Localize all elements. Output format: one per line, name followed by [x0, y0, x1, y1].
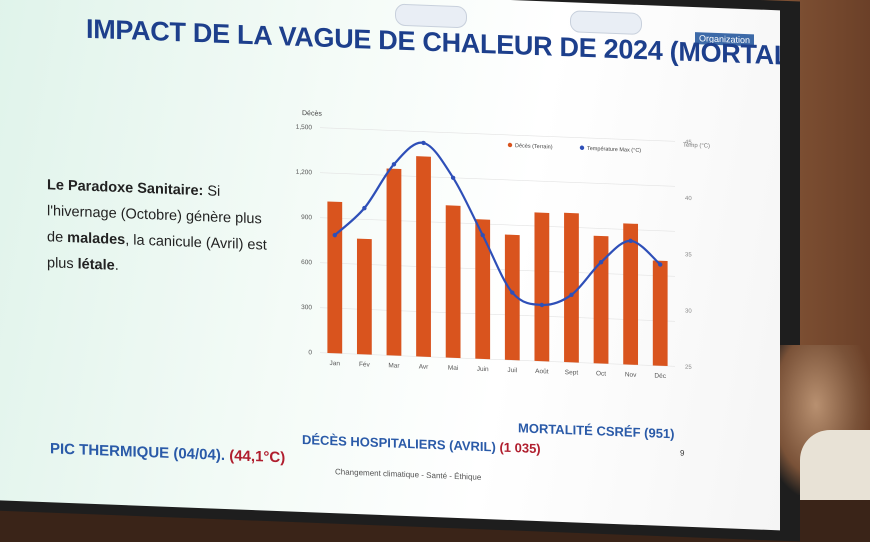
y2-tick-label: 30 [685, 308, 692, 314]
temperature-point-jan [332, 232, 337, 238]
bar-jan [327, 201, 343, 354]
temperature-point-fév [362, 205, 367, 211]
x-tick-label: Nov [625, 371, 637, 378]
gridline [320, 127, 675, 142]
bar-fév [356, 238, 372, 355]
x-tick-label: Juil [507, 367, 517, 374]
y2-tick-label: 35 [685, 252, 692, 258]
paradox-paragraph: Le Paradoxe Sanitaire: Si l'hivernage (O… [47, 172, 277, 285]
x-tick-label: Oct [596, 370, 606, 377]
y-tick-label: 300 [301, 304, 312, 311]
y-tick-label: 600 [301, 259, 312, 266]
hospital-deaths-value: (1 035) [499, 439, 541, 457]
y2-tick-label: 40 [685, 196, 692, 202]
organization-logo-badge [570, 10, 642, 36]
y-tick-label: 1,200 [296, 169, 313, 177]
legend-label-temperature: Température Max (°C) [587, 146, 641, 154]
x-tick-label: Déc [654, 373, 666, 380]
temperature-point-oct [598, 260, 604, 265]
bar-mai [445, 205, 461, 359]
x-tick-label: Août [535, 368, 549, 376]
thermal-peak-value: (44,1°C) [229, 447, 286, 467]
thermal-peak-stat: PIC THERMIQUE (04/04). (44,1°C) [50, 440, 285, 466]
bar-juil [504, 234, 520, 361]
legend-swatch-temperature [579, 145, 585, 150]
temperature-line [334, 141, 661, 307]
gridline [320, 307, 675, 322]
x-tick-label: Mar [388, 362, 400, 369]
slide-footer: Changement climatique - Santé - Éthique [335, 467, 482, 482]
temperature-point-mar [391, 162, 397, 167]
gridline [320, 352, 675, 367]
bar-juin [475, 219, 491, 360]
x-tick-label: Juin [477, 366, 489, 373]
x-tick-label: Sept [565, 369, 579, 377]
temperature-point-nov [628, 238, 633, 244]
y-tick-label: 900 [301, 214, 312, 221]
temperature-point-sept [569, 292, 574, 298]
thermal-peak-label: PIC THERMIQUE (04/04). [50, 440, 226, 465]
y2-tick-label: 25 [685, 365, 692, 371]
legend-label-deaths: Décès (Terrain) [515, 143, 553, 150]
bar-sept [564, 212, 579, 363]
presenter-sleeve [800, 430, 870, 500]
temperature-point-juin [480, 232, 485, 238]
hospital-deaths-stat: DÉCÈS HOSPITALIERS (AVRIL) (1 035) [302, 432, 541, 456]
gridline [320, 262, 675, 277]
mortality-chart: Décès Temp (°C) 0 300 600 900 1,200 1,500 25 30 35… [296, 110, 710, 380]
paradox-bold-malades: malades [67, 229, 126, 249]
y-tick-label: 1,500 [296, 124, 313, 132]
bar-août [534, 212, 550, 362]
y2-axis-label: Temp (°C) [683, 143, 710, 150]
x-tick-label: Fév [359, 361, 371, 368]
y-tick-label: 0 [308, 349, 312, 356]
temperature-point-juil [510, 290, 515, 295]
hospital-deaths-label: DÉCÈS HOSPITALIERS (AVRIL) [302, 431, 496, 455]
gridline [320, 217, 675, 232]
bar-mar [386, 168, 402, 356]
x-tick-label: Jan [330, 360, 341, 367]
y2-tick-label: 45 [685, 140, 692, 146]
csref-mortality-stat: MORTALITÉ CSRÉF (951) [518, 420, 675, 442]
legend-swatch-deaths [507, 142, 513, 148]
temperature-point-déc [658, 262, 663, 267]
bar-oct [593, 235, 609, 364]
x-tick-label: Avr [419, 363, 429, 370]
partner-logo-badge [395, 3, 467, 29]
temperature-point-août [539, 302, 545, 308]
paradox-heading: Le Paradoxe Sanitaire: [47, 177, 204, 200]
x-tick-label: Mai [448, 365, 458, 372]
page-number: 9 [680, 448, 685, 458]
temperature-point-avr [421, 140, 426, 146]
bar-nov [623, 223, 639, 365]
paradox-text-3: . [114, 257, 119, 274]
temperature-point-mai [450, 175, 456, 180]
bar-déc [652, 260, 668, 367]
gridline [320, 172, 675, 187]
presentation-slide: Organization IMPACT DE LA VAGUE DE CHALE… [0, 0, 780, 531]
paradox-bold-letale: létale [77, 256, 115, 274]
bar-avr [416, 156, 431, 357]
y-axis-label: Décès [302, 110, 322, 118]
